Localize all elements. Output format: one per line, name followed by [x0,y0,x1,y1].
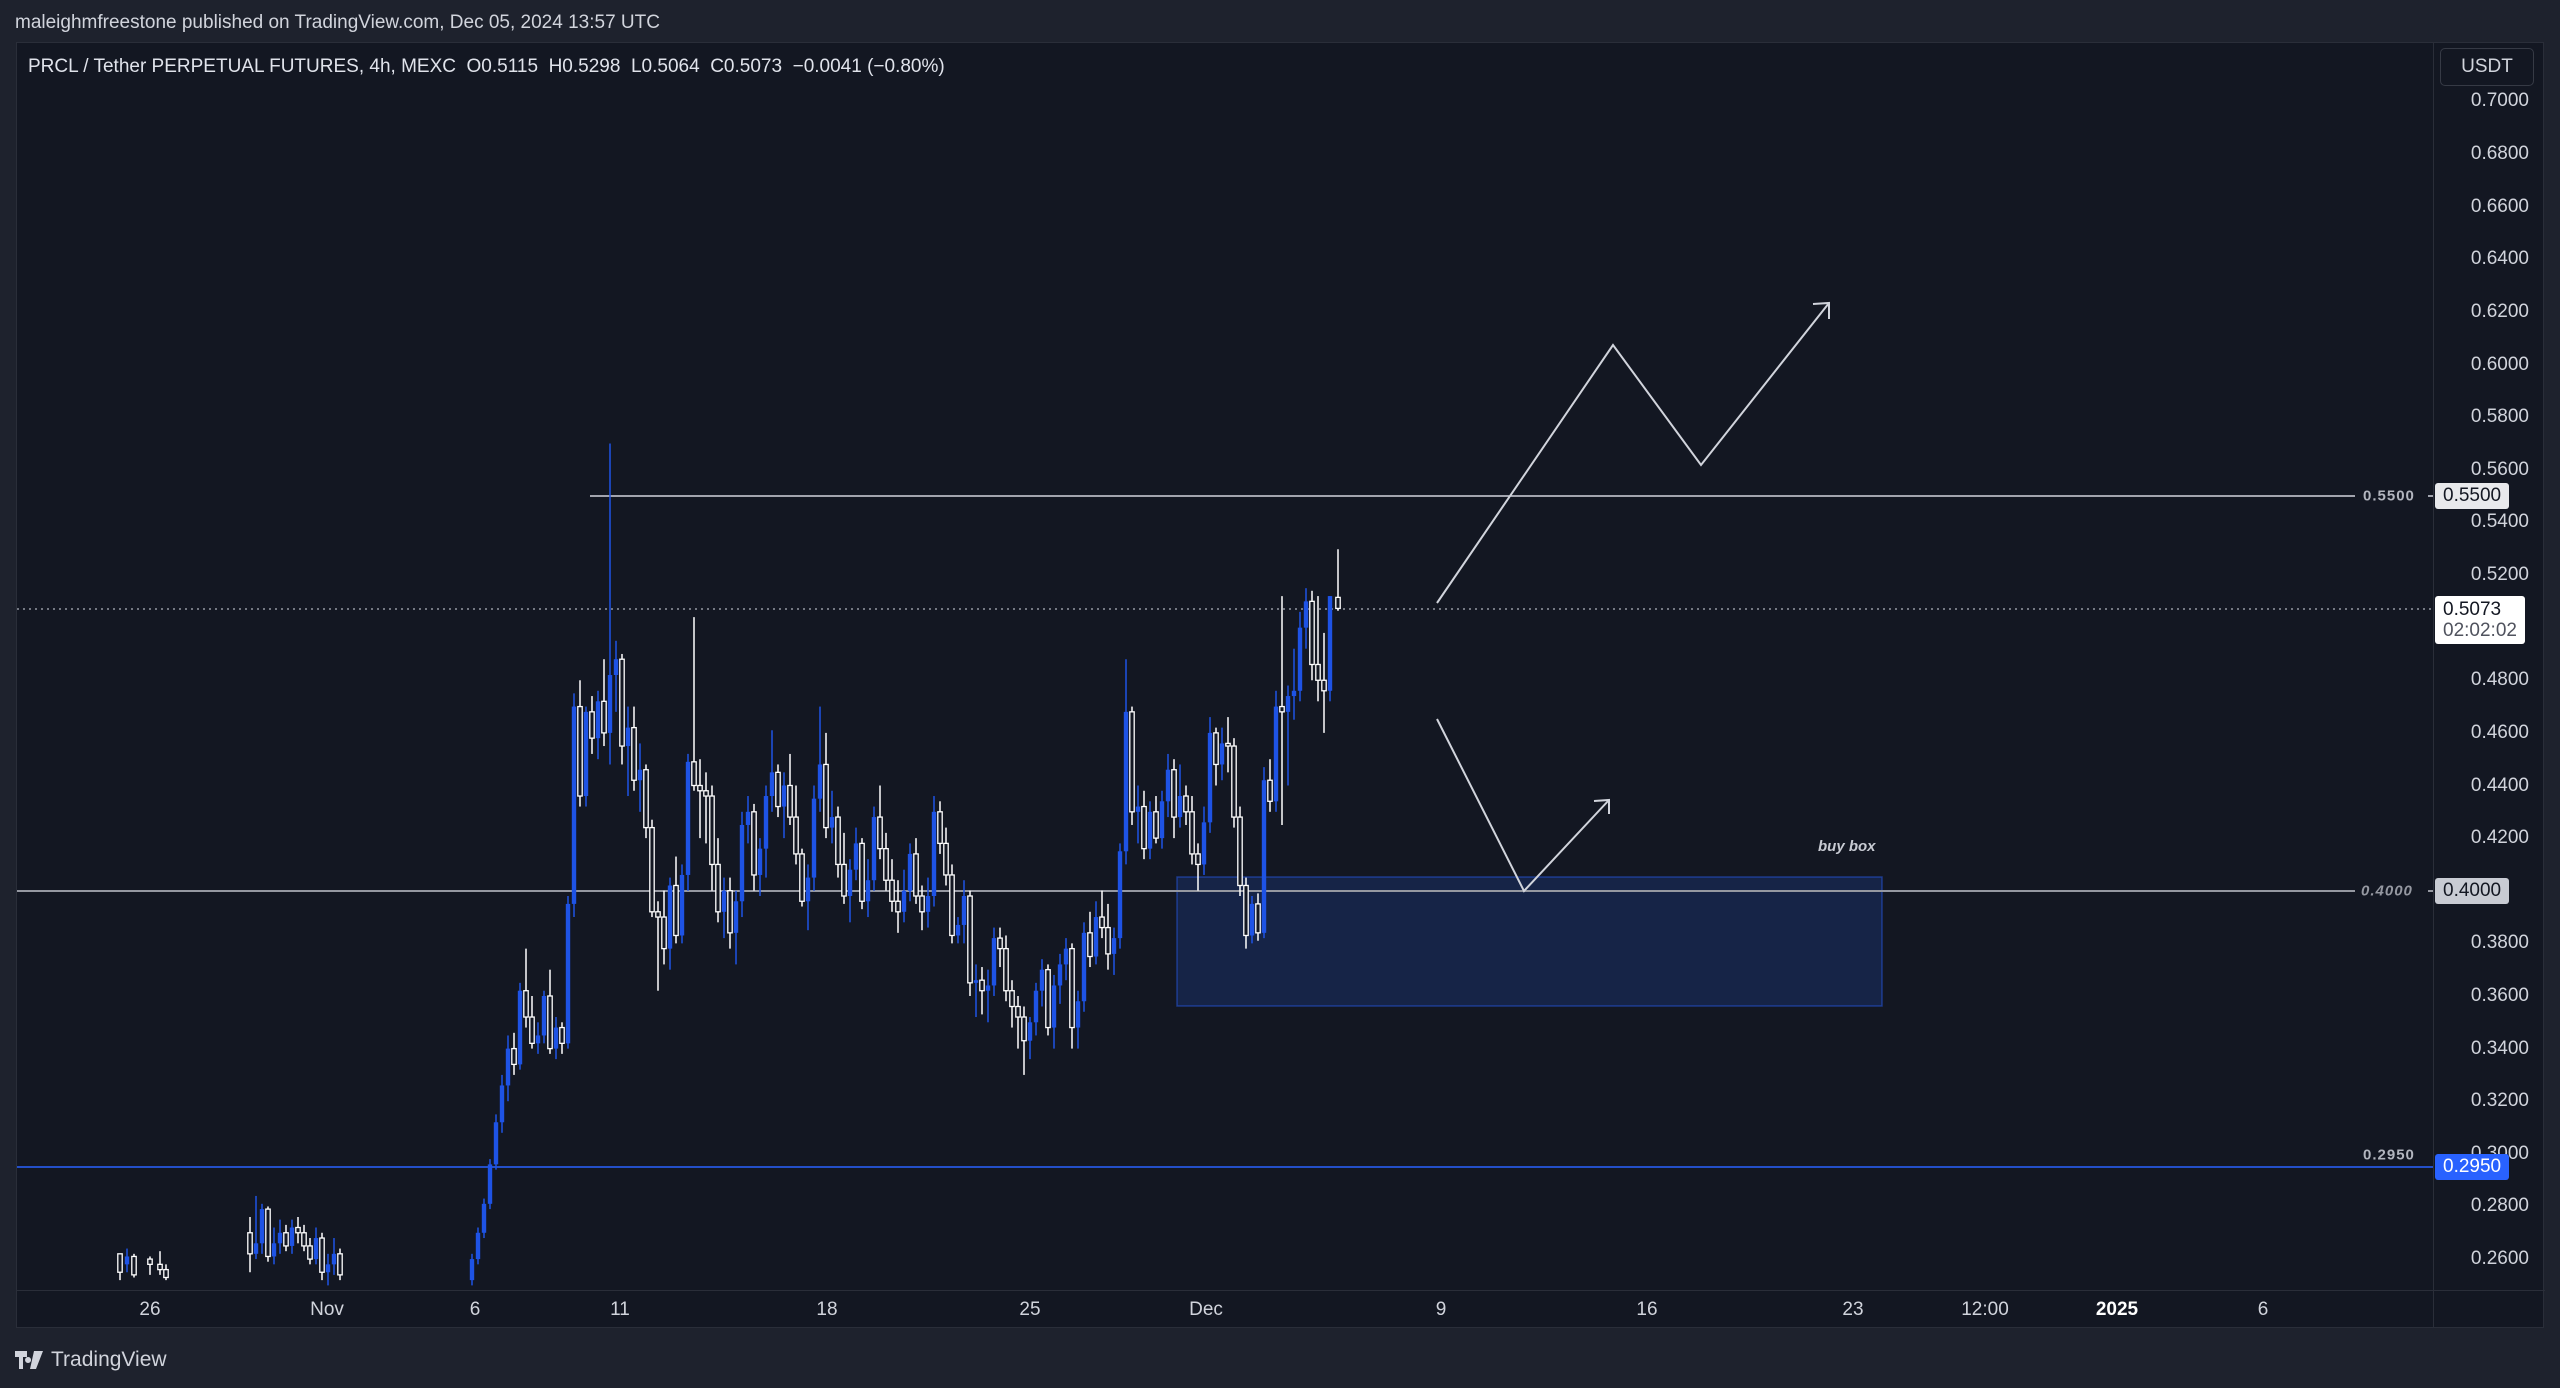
time-tick: 23 [1842,1299,1864,1320]
price-tick: 0.3600 [2470,984,2529,1006]
price-tick: 0.3200 [2470,1090,2529,1112]
time-tick: 26 [139,1299,161,1320]
price-tick: 0.4600 [2470,721,2529,743]
price-tick: 0.6400 [2470,248,2529,270]
price-axis[interactable]: 0.7000 0.6800 0.6600 0.6400 0.6200 0.6000 0.58… [2433,42,2545,1290]
support-price-label: 0.4000 [2435,878,2510,904]
price-tick: 0.7000 [2470,90,2529,112]
bar-countdown: 02:02:02 [2443,620,2517,641]
price-tick: 0.5200 [2470,564,2529,586]
price-tick: 0.5600 [2470,458,2529,480]
price-tick: 0.6600 [2470,195,2529,217]
candles [117,443,1341,1286]
price-tick: 0.4200 [2470,827,2529,849]
pullback-scenario-path[interactable] [1436,718,1610,893]
price-tick: 0.2800 [2470,1195,2529,1217]
price-tick: 0.2600 [2470,1248,2529,1270]
tradingview-brand[interactable]: TradingView [15,1348,167,1372]
price-tick: 0.5400 [2470,511,2529,533]
price-tick: 0.6000 [2470,353,2529,375]
time-axis[interactable]: 26 Nov 6 11 18 25 Dec 9 16 23 12:00 2025 6 [16,1290,2433,1328]
price-tick: 0.5800 [2470,406,2529,428]
price-tick: 0.3800 [2470,932,2529,954]
axis-corner [2433,1290,2545,1328]
time-tick: 16 [1636,1299,1658,1320]
buy-box-label: buy box [1818,838,1876,855]
time-tick: Dec [1189,1299,1223,1320]
chart-pane[interactable] [16,42,2544,1328]
time-tick: 18 [816,1299,838,1320]
low-price-label: 0.2950 [2435,1154,2510,1180]
price-tick: 0.4400 [2470,774,2529,796]
time-tick: 25 [1019,1299,1041,1320]
resistance-price-label: 0.5500 [2435,483,2510,509]
current-price-label: 0.5073 02:02:02 [2435,596,2525,644]
time-tick: 2025 [2095,1299,2139,1320]
time-tick: 6 [469,1299,481,1320]
price-tick: 0.3400 [2470,1037,2529,1059]
price-tick: 0.6200 [2470,300,2529,322]
bullish-arrow-head-icon [1812,301,1830,319]
time-tick: 11 [610,1299,630,1320]
tradingview-logo-icon [15,1351,43,1369]
time-tick: Nov [310,1299,344,1320]
low-line-label: 0.2950 [2363,1146,2415,1164]
buy-box-zone[interactable] [1176,876,1883,1007]
brand-name: TradingView [51,1348,167,1371]
resistance-line-label: 0.5500 [2363,487,2415,505]
bullish-scenario-path[interactable] [1436,302,1830,604]
support-line-label: 0.4000 [2361,882,2413,900]
publish-info: maleighmfreestone published on TradingVi… [15,12,660,33]
currency-button[interactable]: USDT [2440,48,2534,86]
price-tick: 0.4800 [2470,669,2529,691]
symbol-legend[interactable]: PRCL / Tether PERPETUAL FUTURES, 4h, MEX… [28,56,945,77]
pullback-arrow-head-icon [1593,798,1610,814]
time-tick: 6 [2257,1299,2269,1320]
time-tick: 12:00 [1961,1299,2009,1320]
price-tick: 0.6800 [2470,143,2529,165]
time-tick: 9 [1435,1299,1447,1320]
current-price-value: 0.5073 [2443,599,2502,620]
